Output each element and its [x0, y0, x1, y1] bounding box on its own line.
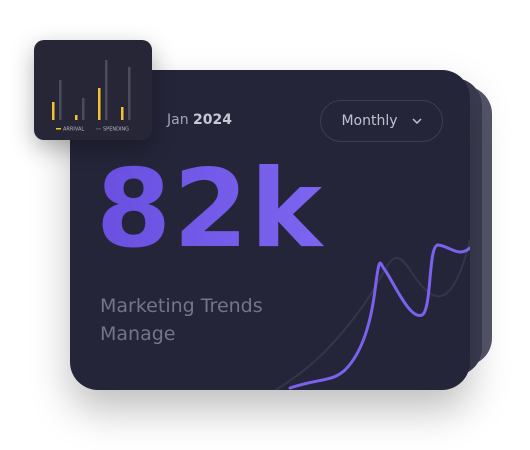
- bar: [98, 88, 101, 120]
- legend-swatch: [56, 128, 61, 130]
- bar: [128, 67, 131, 120]
- date: Jan 2024: [167, 112, 232, 128]
- chevron[interactable]: [412, 118, 422, 124]
- mini-chart-card: ARRIVAL SPENDING: [34, 40, 152, 140]
- trend-line: [288, 243, 470, 390]
- trend-line-faint: [274, 239, 470, 390]
- dropdown-label[interactable]: Monthly: [341, 113, 398, 129]
- legend-label: SPENDING: [103, 127, 129, 133]
- bar: [82, 98, 85, 120]
- bar: [105, 60, 108, 120]
- bar: [52, 102, 55, 120]
- legend-swatch: [96, 128, 101, 130]
- caption: Manage: [100, 323, 176, 345]
- legend-label: ARRIVAL: [63, 127, 84, 133]
- month: Jan: [167, 112, 189, 128]
- period-dropdown[interactable]: Monthly: [320, 100, 443, 142]
- bar: [75, 115, 78, 120]
- caption: Marketing Trends: [100, 295, 263, 317]
- metric-value: 82k: [96, 147, 325, 272]
- year: 2024: [193, 112, 233, 128]
- trend-decoration: [274, 239, 470, 390]
- mini-chart: ARRIVAL SPENDING: [52, 60, 131, 133]
- bar: [121, 107, 124, 120]
- bar: [59, 80, 62, 120]
